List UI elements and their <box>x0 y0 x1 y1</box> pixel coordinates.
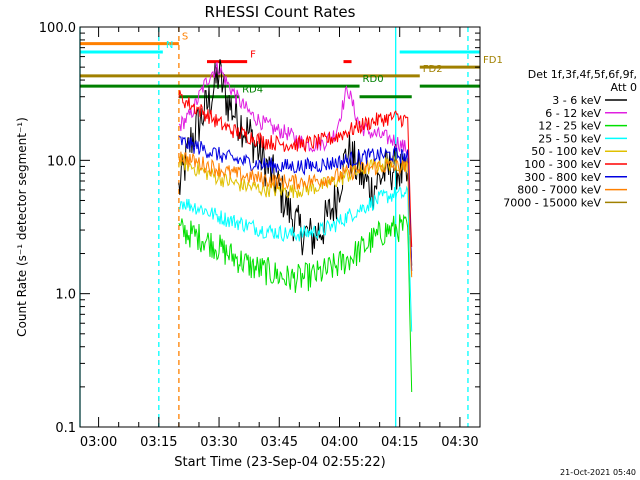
series-line <box>178 151 413 278</box>
annotation-label: RD4 <box>242 85 263 96</box>
legend-entry-label: 800 - 7000 keV <box>517 184 601 197</box>
x-tick-label: 04:30 <box>441 435 478 450</box>
y-tick-label: 100.0 <box>39 21 76 36</box>
annotation-label: FD1 <box>483 55 503 66</box>
plot-frame <box>79 26 481 428</box>
legend-entry-label: 25 - 50 keV <box>538 132 601 145</box>
x-tick-label: 03:15 <box>140 435 177 450</box>
legend-header-line-1: Det 1f,3f,4f,5f,6f,9f, <box>528 68 637 81</box>
series-line <box>178 90 413 248</box>
chart-title: RHESSI Count Rates <box>205 3 356 21</box>
legend-entry-label: 12 - 25 keV <box>538 120 601 133</box>
series-line <box>178 59 413 266</box>
legend-entry-label: 50 - 100 keV <box>531 145 601 158</box>
x-tick-label: 03:00 <box>80 435 117 450</box>
y-tick-label: 1.0 <box>55 288 76 303</box>
legend-entry-label: 100 - 300 keV <box>524 158 601 171</box>
annotation-label: S <box>182 32 188 43</box>
x-tick-label: 03:30 <box>200 435 237 450</box>
y-tick-label: 0.1 <box>55 421 76 436</box>
legend-entry-label: 3 - 6 keV <box>552 94 601 107</box>
x-tick-label: 04:15 <box>381 435 418 450</box>
series-line <box>178 62 413 271</box>
x-axis: 03:00 03:15 03:30 03:45 04:00 04:15 04:30 <box>80 27 481 450</box>
series-line <box>178 185 413 332</box>
x-tick-label: 04:00 <box>321 435 358 450</box>
legend-entry-label: 6 - 12 keV <box>545 107 601 120</box>
annotation-label: FD2 <box>423 64 443 75</box>
legend-entry-label: 300 - 800 keV <box>524 171 601 184</box>
annotation-label: N <box>166 40 173 51</box>
legend-entry-label: 7000 - 15000 keV <box>503 196 601 209</box>
x-tick-label: 03:45 <box>261 435 298 450</box>
x-axis-label: Start Time (23-Sep-04 02:55:22) <box>174 455 385 470</box>
series-line <box>178 214 413 393</box>
series-line <box>178 135 413 272</box>
footer-date: 21-Oct-2021 05:40 <box>560 468 636 477</box>
annotation-label: RD0 <box>363 74 384 85</box>
legend-header-line-2: Att 0 <box>611 81 637 94</box>
plot-area: SN F FD1 FD2 RD0 RD4 <box>79 27 503 427</box>
y-axis: 0.1 1.0 10.0 100.0 <box>39 21 480 436</box>
legend: Det 1f,3f,4f,5f,6f,9f, Att 0 3 - 6 keV6 … <box>503 68 637 209</box>
y-tick-label: 10.0 <box>47 154 76 169</box>
annotation-label: F <box>250 50 256 61</box>
y-axis-label: Count Rate (s⁻¹ detector segment⁻¹) <box>15 117 29 337</box>
